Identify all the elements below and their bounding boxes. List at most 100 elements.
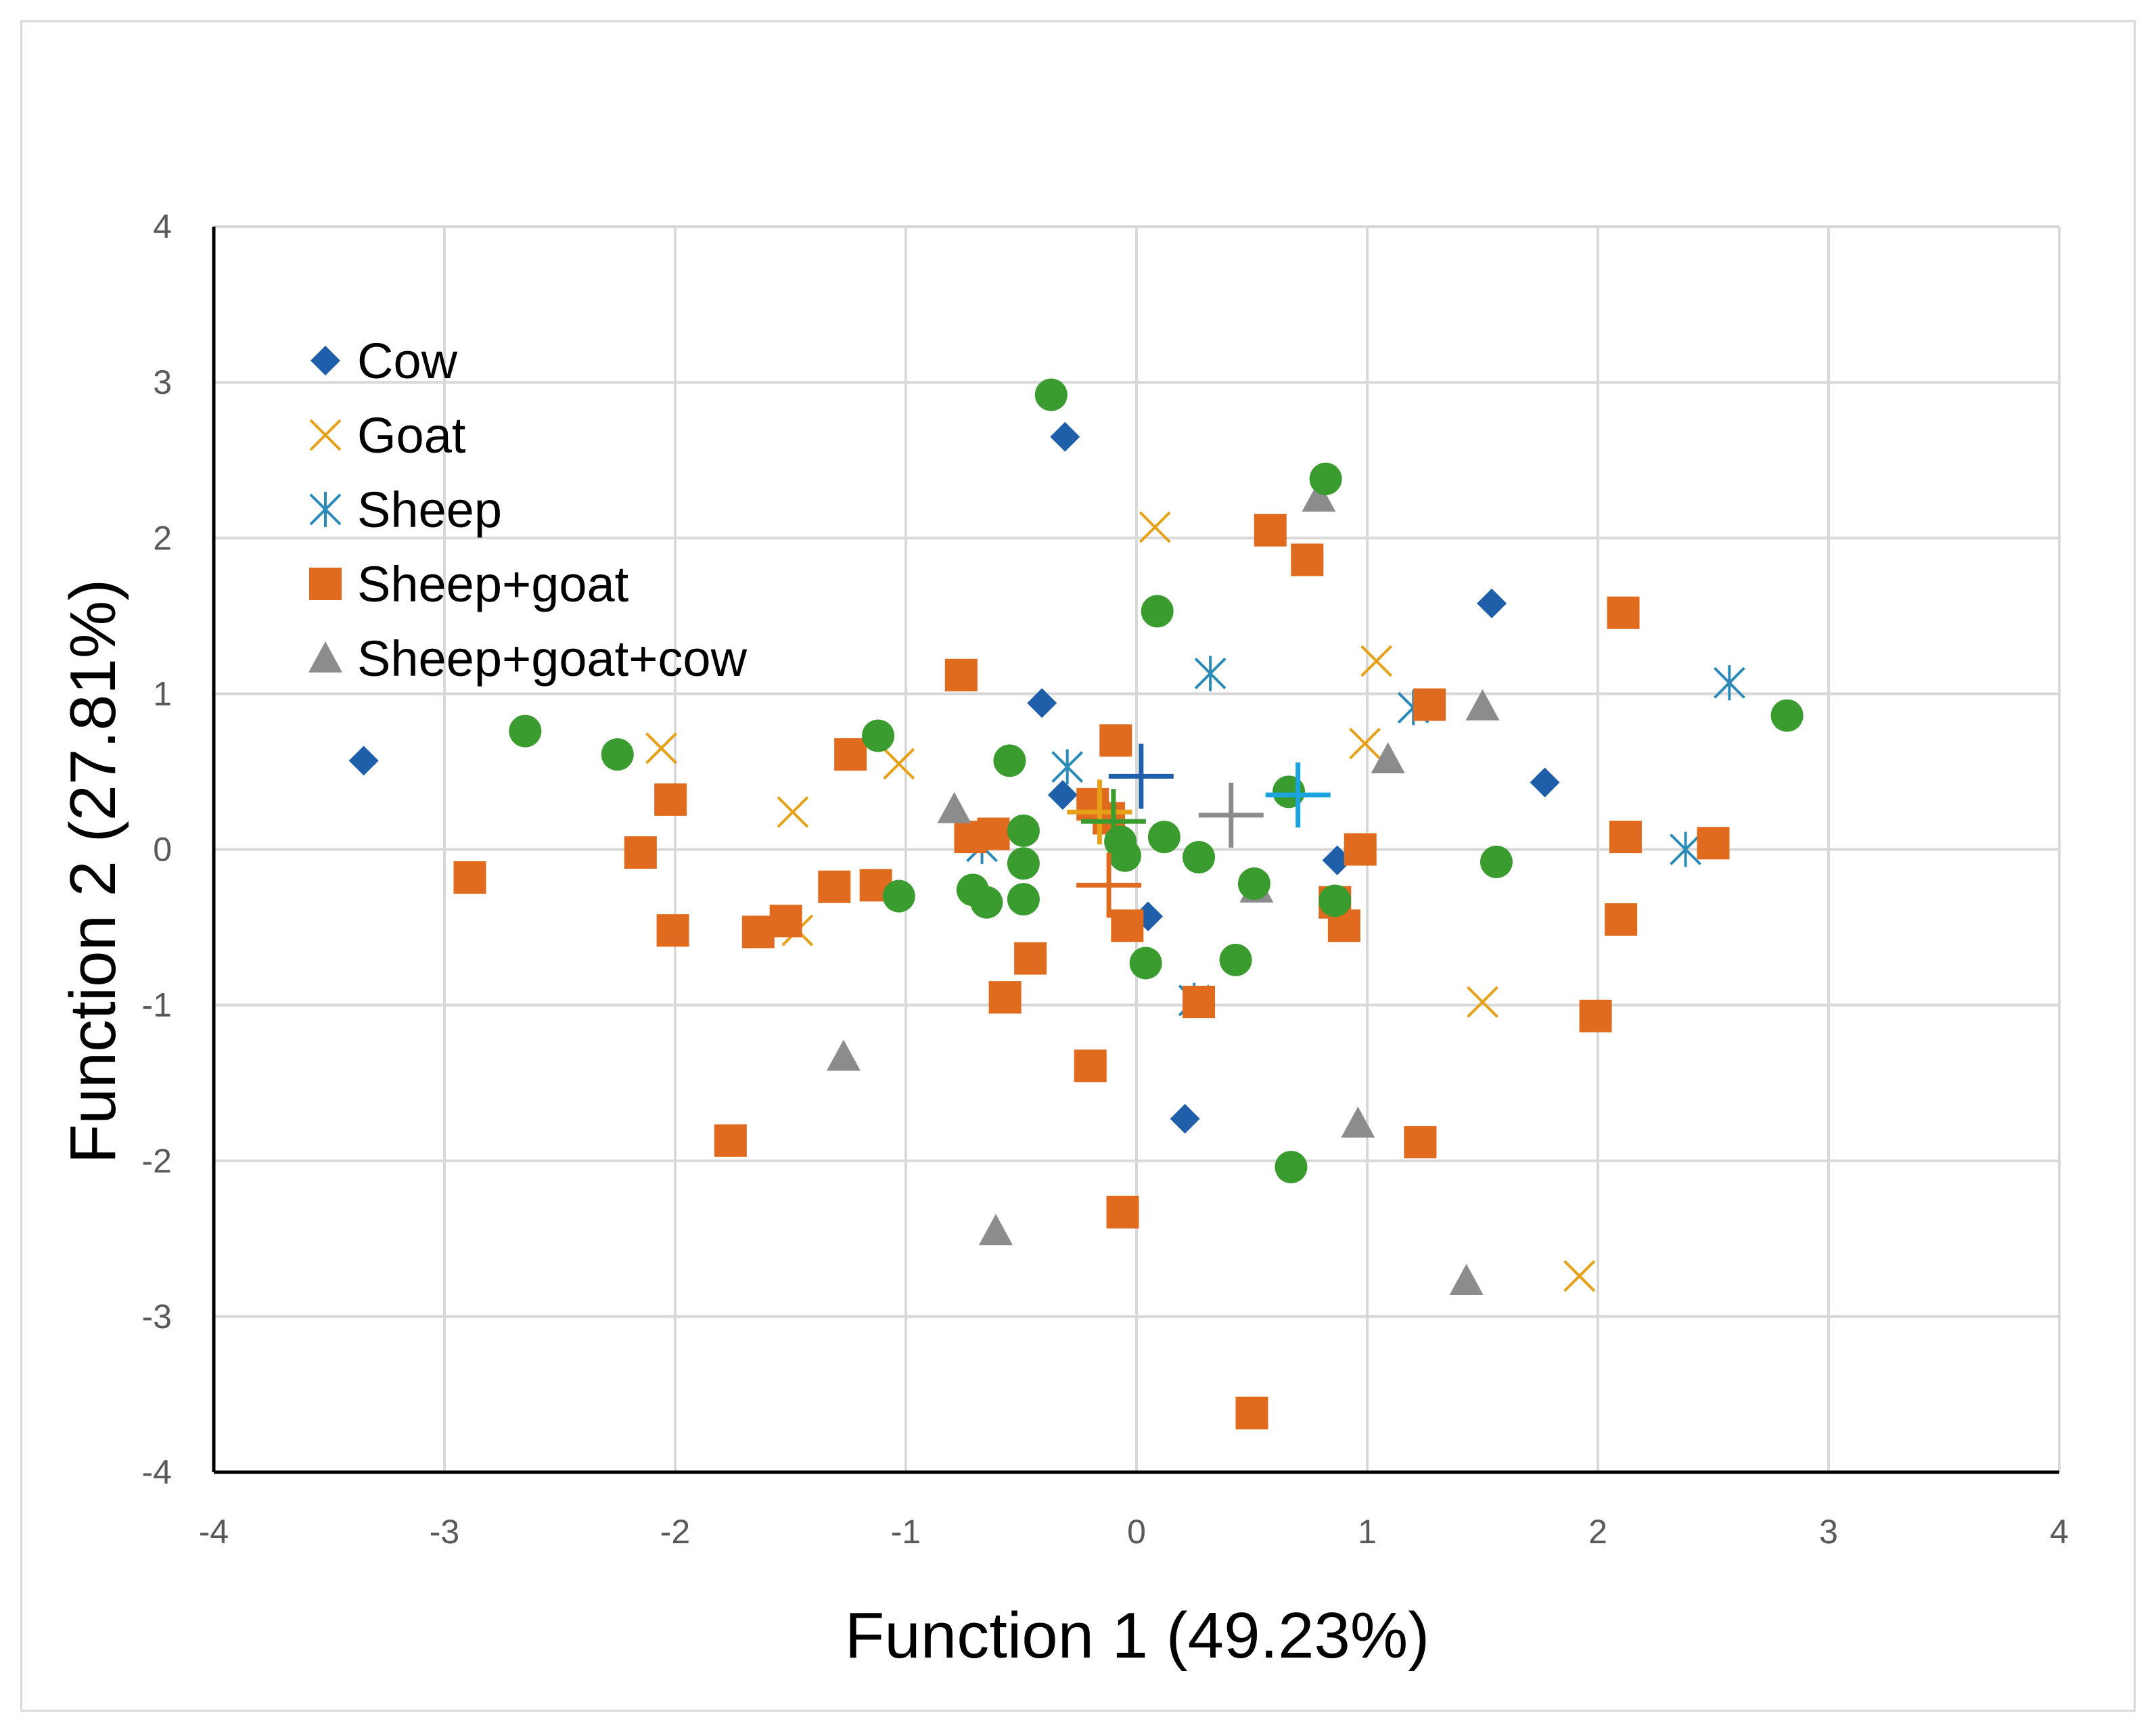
point-ungrouped — [1770, 699, 1804, 732]
point-goat — [1467, 986, 1498, 1018]
point-cow — [1477, 588, 1507, 618]
centroid-sheep-goat-cow — [1198, 782, 1264, 848]
point-ungrouped — [1129, 947, 1162, 980]
point-ungrouped — [601, 738, 634, 771]
axes — [212, 227, 2059, 1474]
x-tick-label: 4 — [2050, 1513, 2069, 1551]
y-tick-label: 2 — [153, 519, 172, 557]
point-goat — [777, 796, 809, 828]
legend-label-cow: Cow — [357, 333, 458, 389]
data-points — [348, 378, 1804, 1430]
point-goat — [1139, 511, 1171, 543]
legend-marker-cow — [311, 346, 340, 375]
point-sheep-goat — [656, 914, 689, 947]
x-tick-label: 2 — [1588, 1513, 1607, 1551]
point-cow — [1170, 1103, 1200, 1134]
point-sheep-goat — [1106, 1195, 1139, 1229]
point-sheep-goat — [1344, 833, 1377, 866]
x-tick-label: 3 — [1819, 1513, 1838, 1551]
point-sheep-goat-cow — [1341, 1106, 1375, 1138]
chart-frame: -4 -3 -2 -1 0 1 2 3 4 4 3 2 1 0 -1 -2 -3 -4 Cow Goat Sheep S… — [20, 20, 2136, 1712]
point-sheep-goat — [988, 981, 1022, 1014]
point-sheep-goat — [944, 658, 978, 691]
point-sheep-goat-cow — [1371, 742, 1405, 774]
legend-label-sheep: Sheep — [357, 482, 502, 538]
point-sheep-goat — [741, 915, 775, 949]
point-cow — [1530, 767, 1560, 798]
y-tick-label: 3 — [153, 363, 172, 401]
point-sheep-goat — [1254, 514, 1287, 547]
point-cow — [1050, 421, 1080, 452]
point-sheep-goat — [1291, 543, 1324, 576]
point-ungrouped — [993, 744, 1026, 777]
centroid-sheep — [1265, 762, 1331, 827]
point-sheep-goat-cow — [1465, 689, 1500, 721]
legend-marker-sheep-goat-cow — [308, 641, 342, 673]
y-tick-label: -3 — [142, 1298, 172, 1336]
point-sheep-goat-cow — [1449, 1263, 1484, 1295]
y-tick-label: 4 — [153, 208, 172, 246]
y-axis-title: Function 2 (27.81%) — [57, 579, 129, 1164]
point-sheep-goat — [624, 836, 657, 869]
point-sheep-goat — [1579, 999, 1612, 1032]
legend-label-sheep-goat-cow: Sheep+goat+cow — [357, 631, 748, 687]
x-tick-label: -1 — [891, 1513, 921, 1551]
point-sheep — [1051, 749, 1084, 785]
point-sheep-goat — [977, 817, 1010, 850]
point-sheep-goat-cow — [937, 792, 971, 823]
centroid-ungrouped — [1080, 789, 1146, 854]
point-ungrouped — [1183, 841, 1216, 874]
y-tick-label: 0 — [153, 831, 172, 869]
point-ungrouped — [1309, 462, 1342, 495]
point-ungrouped — [882, 880, 915, 913]
point-sheep-goat — [1183, 986, 1216, 1019]
point-sheep — [1713, 665, 1745, 701]
point-ungrouped — [1219, 943, 1252, 976]
point-ungrouped — [1007, 847, 1040, 880]
point-sheep-goat-cow — [978, 1214, 1013, 1246]
x-axis-title: Function 1 (49.23%) — [845, 1599, 1429, 1672]
point-sheep-goat — [769, 905, 802, 938]
point-ungrouped — [862, 719, 895, 752]
centroid-sheep-goat — [1076, 852, 1142, 918]
point-sheep-goat — [1014, 942, 1047, 975]
point-sheep-goat — [714, 1124, 747, 1157]
point-ungrouped — [1108, 839, 1141, 872]
point-goat — [1349, 727, 1381, 760]
point-sheep — [1194, 656, 1226, 691]
point-sheep-goat — [1074, 1049, 1107, 1082]
point-sheep-goat — [818, 870, 851, 903]
point-sheep — [1670, 831, 1701, 867]
point-ungrouped — [1480, 845, 1513, 878]
point-goat — [1563, 1260, 1596, 1292]
centroid-cow — [1108, 744, 1174, 809]
point-sheep-goat-cow — [1302, 480, 1336, 512]
point-sheep-goat — [1607, 596, 1640, 629]
point-ungrouped — [1318, 884, 1352, 917]
point-cow — [348, 746, 379, 776]
point-goat — [883, 748, 915, 780]
y-tick-label: -1 — [142, 986, 172, 1024]
point-cow — [1047, 779, 1078, 810]
x-tick-label: -3 — [430, 1513, 459, 1551]
point-ungrouped — [1034, 378, 1068, 411]
y-tick-label: -4 — [142, 1453, 172, 1491]
point-sheep-goat — [1697, 827, 1730, 860]
point-sheep-goat — [1413, 688, 1446, 721]
point-sheep-goat — [1609, 821, 1642, 854]
x-tick-label: 0 — [1127, 1513, 1146, 1551]
group-centroids — [1067, 744, 1331, 918]
point-ungrouped — [509, 714, 542, 748]
point-ungrouped — [970, 886, 1003, 919]
point-sheep-goat — [1099, 724, 1132, 757]
x-tick-label: -4 — [199, 1513, 229, 1551]
point-sheep-goat — [1605, 903, 1638, 936]
point-sheep-goat — [1404, 1126, 1437, 1159]
point-ungrouped — [1007, 814, 1040, 847]
legend-label-goat: Goat — [357, 407, 466, 463]
centroid-goat — [1067, 779, 1132, 845]
y-tick-label: -2 — [142, 1142, 172, 1180]
point-sheep-goat-cow — [826, 1039, 861, 1071]
point-ungrouped — [1141, 595, 1174, 628]
point-ungrouped — [1275, 1150, 1308, 1183]
